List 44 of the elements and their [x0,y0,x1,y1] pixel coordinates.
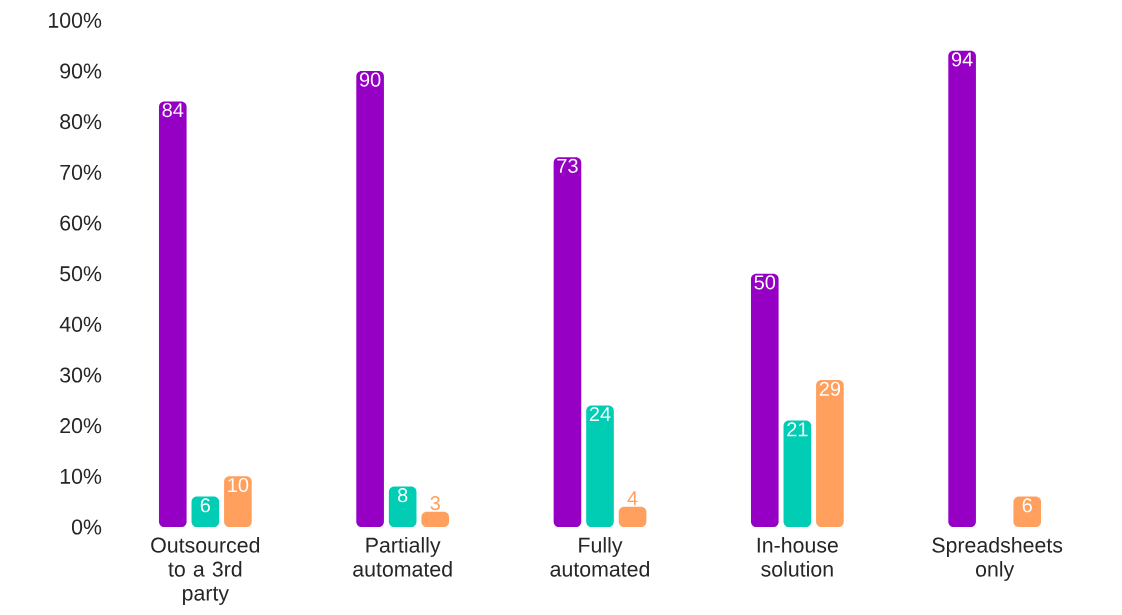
y-tick-label: 0% [71,519,102,535]
data-label: 8 [397,488,408,503]
y-tick-label: 10% [60,468,102,484]
data-label: 84 [162,103,184,118]
y-tick-label: 20% [60,418,102,434]
data-label: 90 [359,72,381,87]
x-tick-label: Spreadsheets only [932,537,1063,581]
y-tick-label: 100% [49,12,102,28]
bar [158,101,187,527]
x-tick-label: Partially automated [353,537,452,577]
bar [586,405,614,527]
y-tick-label: 80% [60,114,102,130]
bar [191,496,220,527]
data-label: 3 [430,496,440,511]
bar [224,476,252,527]
data-label: 50 [754,275,776,290]
bar [618,506,647,527]
data-label: 24 [589,407,611,421]
data-label: 29 [819,381,841,396]
bar [421,511,450,527]
x-tick-label: In-house solution [757,537,838,577]
y-tick-label: 90% [60,63,102,79]
y-tick-label: 50% [60,266,102,282]
y-tick-label: 60% [60,215,102,231]
x-tick-label: Fully automated [550,537,650,577]
data-label: 4 [627,491,638,506]
data-label: 94 [951,52,973,67]
data-label: 10 [228,477,249,493]
y-tick-label: 40% [59,316,102,332]
data-label: 6 [200,498,211,513]
data-label: 21 [787,422,808,437]
bar [388,486,417,527]
bar [948,50,976,527]
y-tick-label: 70% [60,164,102,180]
bar [553,157,582,527]
bar [816,380,844,527]
bar [783,420,812,527]
data-label: 6 [1022,498,1032,513]
x-tick-label: Outsourced to a 3rd party [151,537,260,605]
y-tick-label: 30% [60,367,102,383]
bar [1013,496,1042,527]
bar [356,71,384,527]
bar [750,273,779,527]
data-label: 73 [557,158,578,173]
